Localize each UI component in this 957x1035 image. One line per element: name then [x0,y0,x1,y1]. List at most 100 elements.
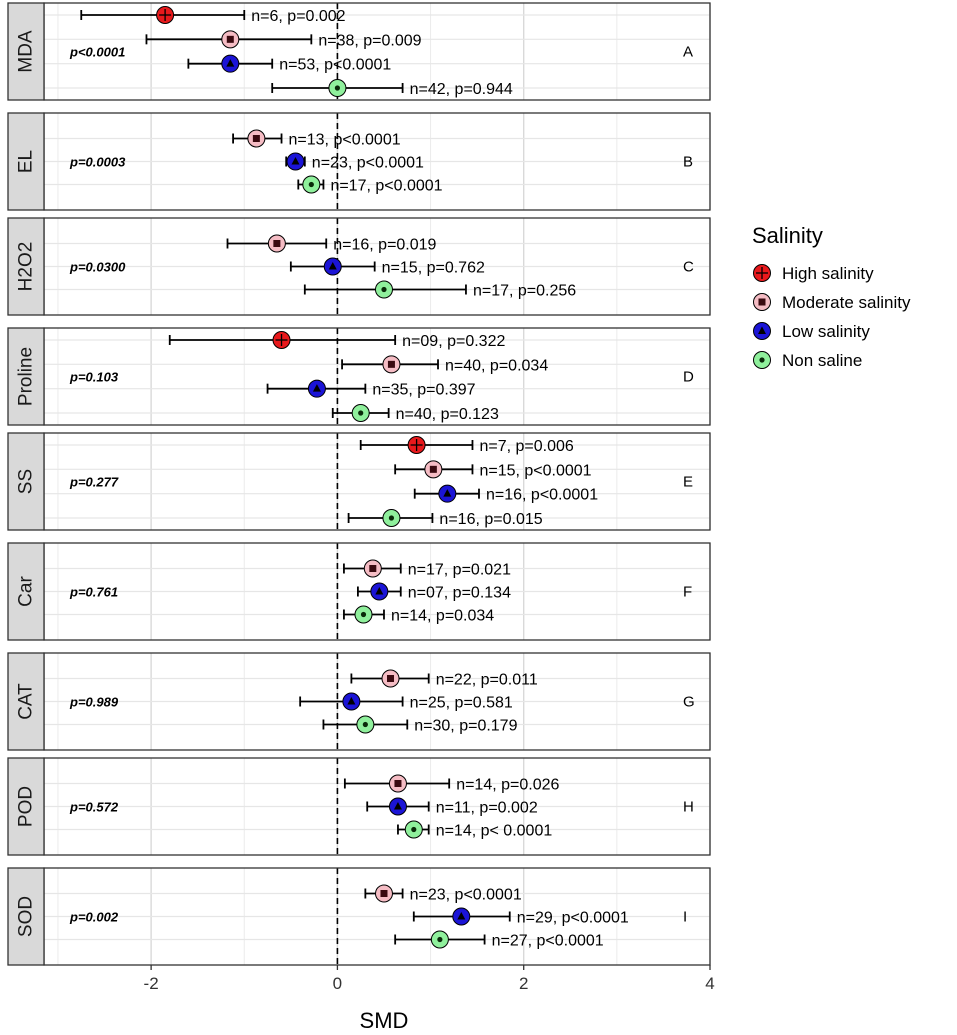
data-label: n=42, p=0.944 [410,81,513,98]
x-tick-label: 2 [519,974,528,993]
panel-pod: n=14, p=0.026 n=11, p=0.002 n=14, p< 0.000… [7,757,711,856]
forest-row-non: n=27, p<0.0001 [394,930,604,950]
strip-background [7,757,45,856]
x-tick-label: -2 [144,974,159,993]
forest-row-non: n=17, p<0.0001 [297,175,443,195]
point-marker [351,404,370,422]
panel-letter: I [683,909,687,926]
forest-row-low: n=15, p=0.762 [289,257,485,277]
legend-key [753,264,771,282]
panel-letter: E [683,474,693,491]
point-marker [328,79,347,97]
point-marker [404,820,423,839]
data-label: n=23, p<0.0001 [312,155,424,172]
data-label: n=11, p=0.002 [436,800,538,817]
data-label: n=17, p<0.0001 [330,178,442,195]
forest-row-moderate: n=14, p=0.026 [343,774,560,794]
data-label: n=7, p=0.006 [479,438,573,455]
forest-row-low: n=53, p<0.0001 [187,54,391,74]
point-marker [370,582,389,601]
point-marker [374,884,393,903]
forest-row-non: n=14, p=0.034 [343,605,494,625]
strip-background [7,652,45,751]
point-marker [382,509,401,527]
strip-background [7,432,45,531]
panel-background [44,433,710,530]
point-marker [430,930,449,949]
forest-row-low: n=11, p=0.002 [366,797,538,817]
data-label: n=16, p=0.015 [439,511,542,528]
data-label: n=16, p=0.019 [333,237,436,254]
point-marker [272,331,291,349]
data-label: n=23, p<0.0001 [410,887,522,904]
point-marker [438,484,457,503]
legend-key [753,351,771,369]
x-tick-label: 4 [705,974,714,993]
strip-label: EL [16,150,37,173]
point-marker [247,129,266,148]
data-label: n=14, p< 0.0001 [436,823,553,840]
point-marker [388,774,407,793]
legend-label: Low salinity [782,322,870,341]
forest-row-low: n=29, p<0.0001 [412,907,629,927]
point-marker [388,797,407,816]
legend-item-non: Non saline [753,351,862,370]
point-marker [156,6,175,24]
strip-label: MDA [16,30,37,73]
panel-pvalue: p=0.002 [69,910,119,925]
point-marker [221,30,240,49]
point-marker [302,175,321,194]
strip-background [7,112,45,211]
panel-pvalue: p=0.989 [69,695,119,710]
data-label: n=6, p=0.002 [251,8,345,25]
data-label: n=15, p=0.762 [382,260,485,277]
strip-label: Proline [16,347,37,406]
forest-row-non: n=40, p=0.123 [331,404,499,423]
strip-background [7,542,45,641]
data-label: n=17, p=0.021 [408,562,511,579]
panel-letter: B [683,154,693,171]
forest-row-non: n=30, p=0.179 [322,715,518,735]
panel-sod: n=23, p<0.0001 n=29, p<0.0001 n=27, p<0.00… [7,867,711,966]
panel-pvalue: p=0.761 [69,585,118,600]
data-label: n=14, p=0.026 [456,777,559,794]
point-marker [323,257,342,276]
forest-row-moderate: n=38, p=0.009 [145,30,422,49]
legend-label: High salinity [782,264,874,283]
strip-label: SOD [16,896,37,937]
point-marker [452,907,471,926]
legend-key [753,322,771,340]
legend-key [753,293,771,311]
panel-letter: F [683,584,692,601]
forest-row-high: n=6, p=0.002 [80,6,346,25]
point-marker [286,152,305,171]
forest-row-low: n=07, p=0.134 [357,582,511,602]
data-label: n=09, p=0.322 [402,333,505,350]
forest-row-low: n=23, p<0.0001 [285,152,424,172]
strip-background [7,2,45,101]
x-tick-label: 0 [333,974,342,993]
point-marker [382,355,401,374]
data-label: n=17, p=0.256 [473,283,576,300]
strip-label: SS [16,469,37,494]
panel-pvalue: p<0.0001 [69,45,125,60]
point-marker [342,692,361,711]
panel-ss: n=7, p=0.006 n=15, p<0.0001 n=16, p<0.0001… [7,432,711,531]
point-marker [424,460,443,479]
data-label: n=22, p=0.011 [436,672,538,689]
data-label: n=29, p<0.0001 [517,910,629,927]
strip-label: CAT [16,683,37,720]
forest-row-moderate: n=16, p=0.019 [226,234,437,254]
forest-row-low: n=35, p=0.397 [266,379,476,399]
forest-row-moderate: n=13, p<0.0001 [232,129,401,149]
point-marker [381,669,400,688]
panel-proline: n=09, p=0.322 n=40, p=0.034 n=35, p=0.397 n… [7,327,711,426]
data-label: n=30, p=0.179 [414,718,517,735]
forest-row-non: n=17, p=0.256 [303,280,576,300]
data-label: n=07, p=0.134 [408,585,511,602]
data-label: n=40, p=0.123 [396,406,499,423]
forest-row-non: n=16, p=0.015 [347,509,543,528]
point-marker [354,605,373,624]
data-label: n=14, p=0.034 [391,608,494,625]
panel-h2o2: n=16, p=0.019 n=15, p=0.762 n=17, p=0.256 p… [7,217,711,316]
